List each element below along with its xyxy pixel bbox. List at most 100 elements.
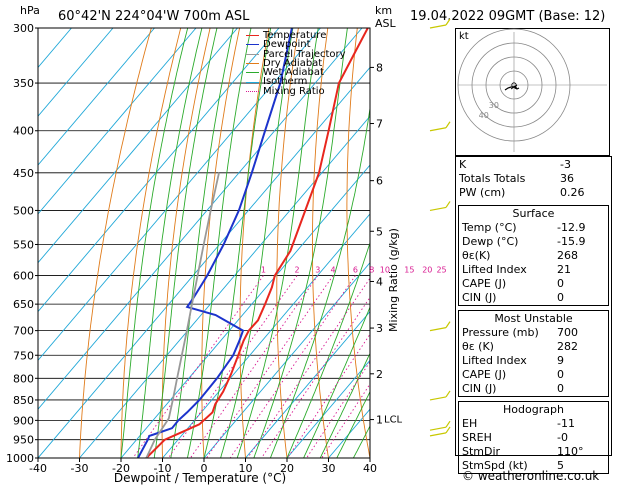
table-row-key: StmDir bbox=[462, 445, 501, 458]
pressure-tick-label: 350 bbox=[13, 77, 34, 90]
pressure-tick-label: 700 bbox=[13, 325, 34, 338]
mixing-ratio-line bbox=[168, 275, 298, 458]
legend-label: Temperature bbox=[263, 30, 327, 41]
table-row-value: 0 bbox=[557, 291, 564, 304]
wind-barb-flag bbox=[445, 121, 451, 129]
table-row-key: CIN (J) bbox=[462, 291, 497, 304]
table-row-key: Pressure (mb) bbox=[462, 326, 539, 339]
legend-swatch bbox=[246, 72, 259, 74]
legend-item: Temperature bbox=[246, 30, 346, 41]
table-row: CAPE (J) 0 bbox=[459, 368, 608, 382]
height-tick-label: 8 bbox=[376, 61, 383, 74]
series-temperature-line bbox=[145, 28, 369, 458]
x-axis-label: Dewpoint / Temperature (°C) bbox=[114, 471, 286, 485]
table-row-key: PW (cm) bbox=[459, 186, 506, 199]
isotherm-line bbox=[38, 28, 238, 264]
height-tick-label: 6 bbox=[376, 175, 383, 188]
table-row-key: Lifted Index bbox=[462, 263, 527, 276]
table-row-value: 0 bbox=[557, 382, 564, 395]
wind-barb-flag bbox=[445, 426, 451, 434]
x-tick-label: 0 bbox=[201, 462, 208, 475]
mixing-ratio-label: 2 bbox=[294, 266, 299, 275]
table-row: CIN (J) 0 bbox=[459, 382, 608, 396]
series-dewpoint-line bbox=[137, 28, 293, 458]
hodograph-title: Hodograph bbox=[503, 403, 564, 416]
table-row-key: Dewp (°C) bbox=[462, 235, 519, 248]
wind-barb bbox=[429, 206, 447, 212]
wet-adiabat-line bbox=[203, 28, 272, 458]
wet-adiabat-line bbox=[253, 28, 348, 458]
x-tick-label: 10 bbox=[239, 462, 253, 475]
dry-adiabat-line bbox=[346, 28, 370, 458]
height-tick-label: 5 bbox=[376, 225, 383, 238]
table-row: θε(K) 268 bbox=[459, 249, 608, 263]
pressure-tick-label: 750 bbox=[13, 349, 34, 362]
table-row-key: θε(K) bbox=[462, 249, 491, 262]
pressure-tick-label: 400 bbox=[13, 125, 34, 138]
wind-barb bbox=[429, 327, 447, 332]
wind-barb-flag bbox=[445, 390, 451, 398]
table-row-value: -11 bbox=[557, 417, 575, 430]
height-tick-label: 7 bbox=[376, 118, 383, 131]
hodograph-center-marker bbox=[511, 82, 517, 88]
mixing-ratio-label: 1 bbox=[261, 266, 266, 275]
table-row: Pressure (mb) 700 bbox=[459, 326, 608, 340]
height-tick-label: 4 bbox=[376, 275, 383, 288]
legend-item: Dewpoint bbox=[246, 39, 346, 51]
table-row: PW (cm) 0.26 bbox=[456, 186, 611, 200]
table-row: SREH -0 bbox=[459, 431, 608, 445]
wet-adiabat-line bbox=[236, 28, 319, 458]
legend-item: Mixing Ratio bbox=[246, 86, 346, 96]
pressure-tick-label: 900 bbox=[13, 414, 34, 427]
legend-label: Isotherm bbox=[263, 76, 308, 88]
mixing-ratio-label: 15 bbox=[404, 266, 414, 275]
wet-adiabat-line bbox=[186, 28, 252, 458]
table-row: Lifted Index 9 bbox=[459, 354, 608, 368]
dry-adiabat-line bbox=[120, 28, 182, 458]
x-tick-label: 40 bbox=[363, 462, 377, 475]
table-row-value: -3 bbox=[560, 158, 571, 171]
isotherm-line bbox=[38, 28, 155, 166]
mixing-ratio-line bbox=[206, 275, 334, 458]
legend-label: Dewpoint bbox=[263, 39, 311, 51]
dry-adiabat-line bbox=[413, 28, 453, 458]
hodograph-ring-label: 30 bbox=[489, 101, 499, 110]
legend-swatch bbox=[246, 35, 259, 37]
wet-adiabat-line bbox=[336, 390, 370, 458]
mixing-ratio-label: 3 bbox=[315, 266, 320, 275]
most-unstable-title: Most Unstable bbox=[494, 312, 573, 325]
hodograph-ring-label: 40 bbox=[479, 111, 489, 120]
legend-label: Wet Adiabat bbox=[263, 67, 324, 79]
table-row-value: -15.9 bbox=[557, 235, 586, 248]
mixing-ratio-label: 8 bbox=[369, 266, 374, 275]
table-row-key: Totals Totals bbox=[459, 172, 526, 185]
dry-adiabat-line bbox=[276, 28, 299, 458]
mixing-ratio-label: 25 bbox=[436, 266, 446, 275]
table-row-value: 36 bbox=[560, 172, 574, 185]
x-tick-label: -40 bbox=[29, 462, 47, 475]
x-tick-label: 30 bbox=[322, 462, 336, 475]
table-row-value: 9 bbox=[557, 354, 564, 367]
wind-barb-flag bbox=[445, 201, 451, 208]
table-row-value: 110° bbox=[557, 445, 584, 458]
dry-adiabat-line bbox=[239, 28, 270, 458]
isotherm-line bbox=[203, 262, 370, 458]
isotherm-line bbox=[38, 28, 280, 313]
legend-label: Parcel Trajectory bbox=[263, 48, 346, 60]
mixing-ratio-line bbox=[190, 275, 319, 458]
table-row-key: CAPE (J) bbox=[462, 277, 507, 290]
table-row-key: EH bbox=[462, 417, 478, 430]
table-row: θε (K) 282 bbox=[459, 340, 608, 354]
mixing-ratio-label: 6 bbox=[353, 266, 358, 275]
legend-swatch bbox=[246, 53, 259, 55]
mixing-ratio-label: 10 bbox=[380, 266, 390, 275]
table-row-value: -12.9 bbox=[557, 221, 586, 234]
table-row-value: 5 bbox=[557, 459, 564, 472]
mixing-ratio-line bbox=[229, 275, 356, 458]
table-row-key: StmSpd (kt) bbox=[462, 459, 528, 472]
isotherm-line bbox=[286, 359, 370, 458]
datetime-title: 19.04.2022 09GMT (Base: 12) bbox=[410, 9, 606, 24]
legend-item: Dry Adiabat bbox=[246, 58, 346, 69]
dry-adiabat-line bbox=[312, 28, 329, 458]
